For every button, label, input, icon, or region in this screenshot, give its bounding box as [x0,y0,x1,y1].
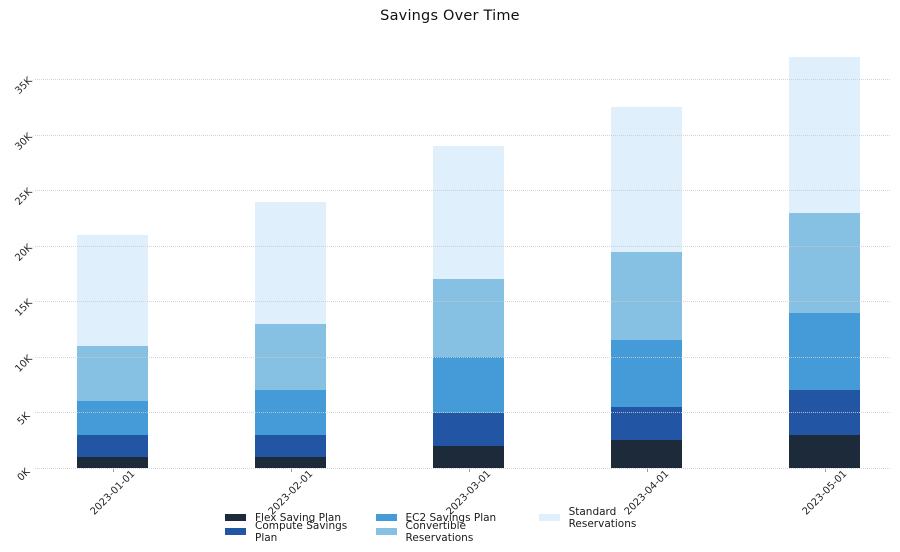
x-axis-tick [468,468,470,472]
legend-label: EC2 Savings Plan [405,511,497,524]
bar-segment-flex-saving-plan[interactable] [77,456,148,468]
bar-segment-standard-reservations[interactable] [611,107,682,252]
bar-segment-compute-savings-plan[interactable] [77,434,148,457]
legend-label: Flex Saving Plan [255,511,342,524]
bar-segment-standard-reservations[interactable] [77,234,148,346]
legend-label: Convertible Reservations [405,519,474,544]
y-axis-tick-label: 0K [15,466,33,484]
legend-column: Flex Saving Plan Compute Savings Plan [225,511,361,544]
legend-item-ec2-savings-plan[interactable]: EC2 Savings Plan [375,511,524,524]
bar-segment-flex-saving-plan[interactable] [789,434,860,468]
bar-segment-ec2-savings-plan[interactable] [255,390,326,435]
bar-segment-flex-saving-plan[interactable] [433,445,504,468]
x-axis-tick [112,468,114,472]
bar-2023-05-01 [789,57,860,468]
legend: Flex Saving Plan Compute Savings Plan EC2 … [225,506,675,544]
x-axis-tick-label: 2023-02-01 [266,468,315,518]
bar-segment-flex-saving-plan[interactable] [255,456,326,468]
legend-label: Standard Reservations [568,505,637,530]
x-axis-tick [824,468,826,472]
bar-segment-convertible-reservations[interactable] [433,279,504,357]
bar-segment-standard-reservations[interactable] [789,57,860,213]
bar-segment-ec2-savings-plan[interactable] [611,340,682,407]
legend-swatch [225,528,246,535]
y-axis-tick-label: 5K [15,411,33,428]
chart-title: Savings Over Time [380,8,520,24]
y-axis-tick-label: 30K [13,131,35,153]
bar-segment-ec2-savings-plan[interactable] [789,312,860,391]
y-axis-tick-label: 35K [13,75,35,98]
bar-segment-compute-savings-plan[interactable] [611,406,682,441]
x-axis-tick [646,468,648,472]
legend-item-standard-reservations[interactable]: Standard Reservations [538,506,675,530]
legend-swatch [225,514,246,521]
x-axis-tick-label: 2023-01-01 [88,468,137,518]
bar-segment-standard-reservations[interactable] [255,201,326,324]
legend-column: EC2 Savings Plan Convertible Reservations [375,511,524,544]
bar-segment-ec2-savings-plan[interactable] [433,357,504,413]
legend-swatch [538,514,560,521]
bar-segment-convertible-reservations[interactable] [77,345,148,402]
bar-2023-01-01 [77,234,148,468]
bar-segment-flex-saving-plan[interactable] [611,440,682,468]
bars-layer [35,45,890,468]
x-axis-tick-label: 2023-03-01 [444,468,493,518]
legend-item-convertible-reservations[interactable]: Convertible Reservations [375,520,524,544]
y-axis-tick-label: 20K [13,242,35,264]
gridline-0k [35,468,890,469]
legend-swatch [375,514,397,521]
legend-column: Standard Reservations [538,506,675,530]
y-axis-tick-label: 15K [13,297,35,320]
bar-2023-03-01 [433,146,504,468]
bar-segment-standard-reservations[interactable] [433,146,504,280]
bar-segment-compute-savings-plan[interactable] [255,434,326,457]
bar-segment-convertible-reservations[interactable] [789,212,860,313]
plot-area: 0K 5K 10K 15K 20K 25K 30K 35K 2023-01-01 2023-02-… [13,45,890,517]
x-axis-tick [290,468,292,472]
bar-segment-compute-savings-plan[interactable] [433,412,504,446]
bar-segment-ec2-savings-plan[interactable] [77,401,148,435]
y-axis-tick-label: 10K [13,353,35,375]
y-axis-tick-label: 25K [13,186,35,209]
legend-item-compute-savings-plan[interactable]: Compute Savings Plan [225,520,361,544]
legend-swatch [375,528,397,535]
x-axis-tick-label: 2023-05-01 [800,468,849,518]
legend-label: Compute Savings Plan [255,519,348,544]
bar-segment-convertible-reservations[interactable] [255,323,326,391]
bar-segment-convertible-reservations[interactable] [611,251,682,341]
bar-segment-compute-savings-plan[interactable] [789,390,860,435]
bar-2023-02-01 [255,201,326,468]
bar-2023-04-01 [611,107,682,468]
legend-item-flex-saving-plan[interactable]: Flex Saving Plan [225,511,361,524]
